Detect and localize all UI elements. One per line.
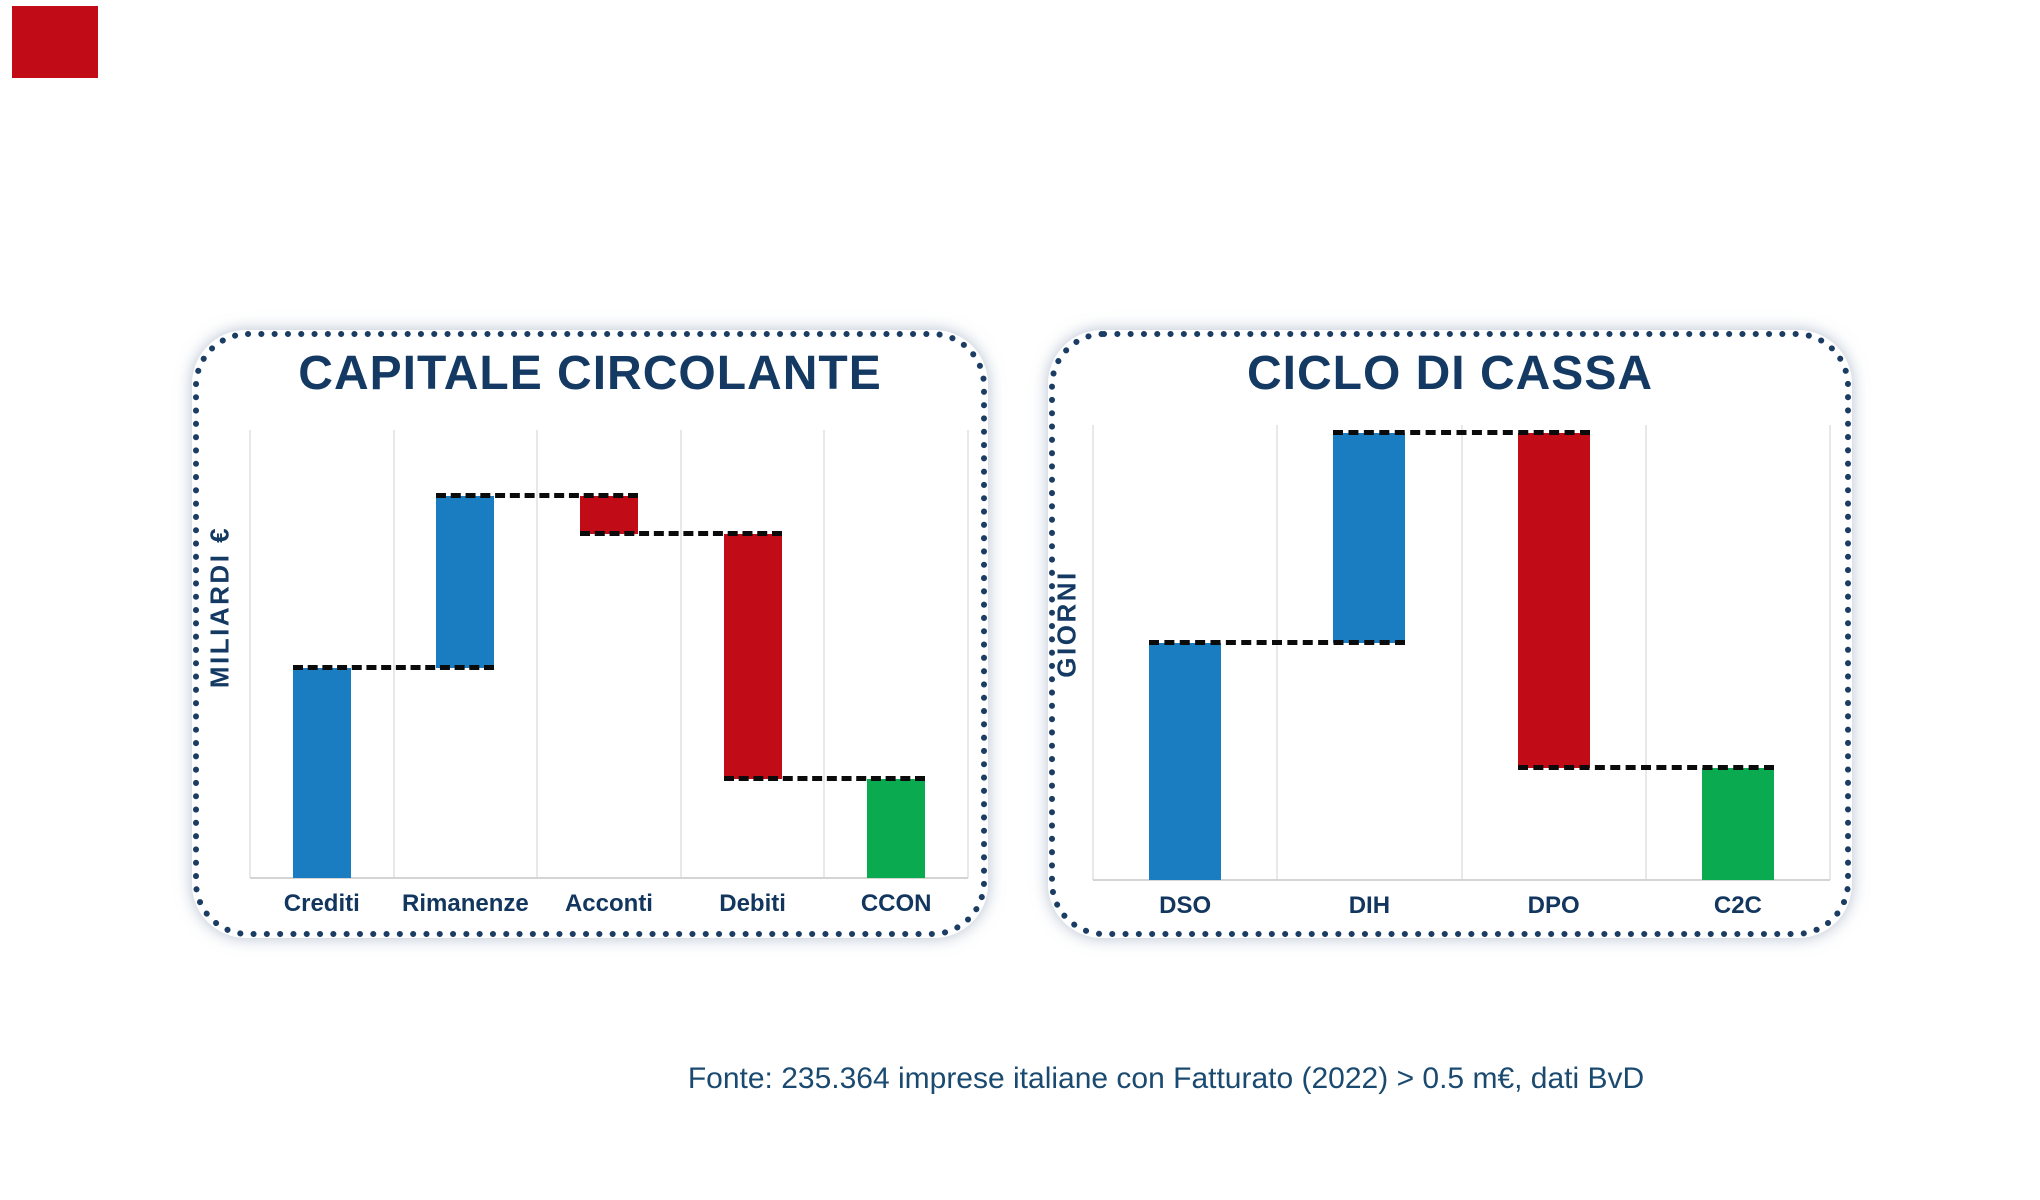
gridline bbox=[680, 430, 682, 878]
x-axis-label: CCON bbox=[860, 890, 932, 917]
bar-dih bbox=[1333, 433, 1406, 644]
y-axis-label: GIORNI bbox=[1051, 570, 1082, 678]
x-axis-label: Acconti bbox=[564, 890, 653, 917]
source-note: Fonte: 235.364 imprese italiane con Fatt… bbox=[687, 1062, 1645, 1095]
bar-crediti bbox=[292, 667, 351, 878]
plot-area: DSO DIH DPO C2C bbox=[1092, 425, 1831, 919]
bar-rimanenze bbox=[436, 496, 495, 668]
x-axis-label: DIH bbox=[1348, 892, 1391, 919]
bar-debiti bbox=[723, 534, 782, 779]
x-axis-label: Crediti bbox=[283, 890, 360, 917]
bar-ccon bbox=[867, 778, 926, 878]
gridline bbox=[393, 430, 395, 878]
x-axis-label: Debiti bbox=[719, 890, 786, 917]
plot-area: Crediti Rimanenze Acconti Debiti CCON bbox=[249, 430, 969, 917]
waterfall-connector bbox=[723, 775, 926, 781]
x-axis-label: DPO bbox=[1527, 892, 1580, 919]
corner-accent-square bbox=[12, 6, 98, 78]
chart-panel-capitale-circolante: CAPITALE CIRCOLANTE MILIARDI € Crediti Ri… bbox=[192, 330, 988, 938]
x-axis-label: Rimanenze bbox=[402, 890, 529, 917]
bar-acconti bbox=[580, 496, 638, 535]
gridline bbox=[967, 430, 969, 878]
x-axis-line bbox=[250, 877, 968, 879]
gridline bbox=[823, 430, 825, 878]
waterfall-connector bbox=[1333, 430, 1590, 435]
waterfall-connector bbox=[1149, 640, 1406, 646]
bar-dso bbox=[1149, 643, 1222, 880]
gridline bbox=[1092, 425, 1094, 880]
chart-panel-ciclo-di-cassa: CICLO DI CASSA GIORNI DSO DIH DPO C2C bbox=[1048, 330, 1852, 938]
waterfall-connector bbox=[1517, 765, 1774, 771]
chart-title: CAPITALE CIRCOLANTE bbox=[298, 347, 882, 400]
gridline bbox=[1645, 425, 1647, 880]
gridline bbox=[1829, 425, 1831, 880]
y-axis-label: MILIARDI € bbox=[204, 525, 235, 689]
gridline bbox=[1276, 425, 1278, 880]
waterfall-connector bbox=[580, 531, 782, 537]
gridline bbox=[536, 430, 538, 878]
x-axis-label: DSO bbox=[1159, 892, 1212, 919]
gridline bbox=[249, 430, 251, 878]
waterfall-connector bbox=[292, 664, 495, 670]
gridline bbox=[1461, 425, 1463, 880]
waterfall-connector bbox=[436, 493, 638, 498]
bar-c2c bbox=[1701, 768, 1774, 880]
x-axis-label: C2C bbox=[1713, 892, 1762, 919]
x-axis-line bbox=[1093, 879, 1830, 881]
bar-dpo bbox=[1517, 433, 1590, 769]
chart-title: CICLO DI CASSA bbox=[1246, 347, 1653, 400]
